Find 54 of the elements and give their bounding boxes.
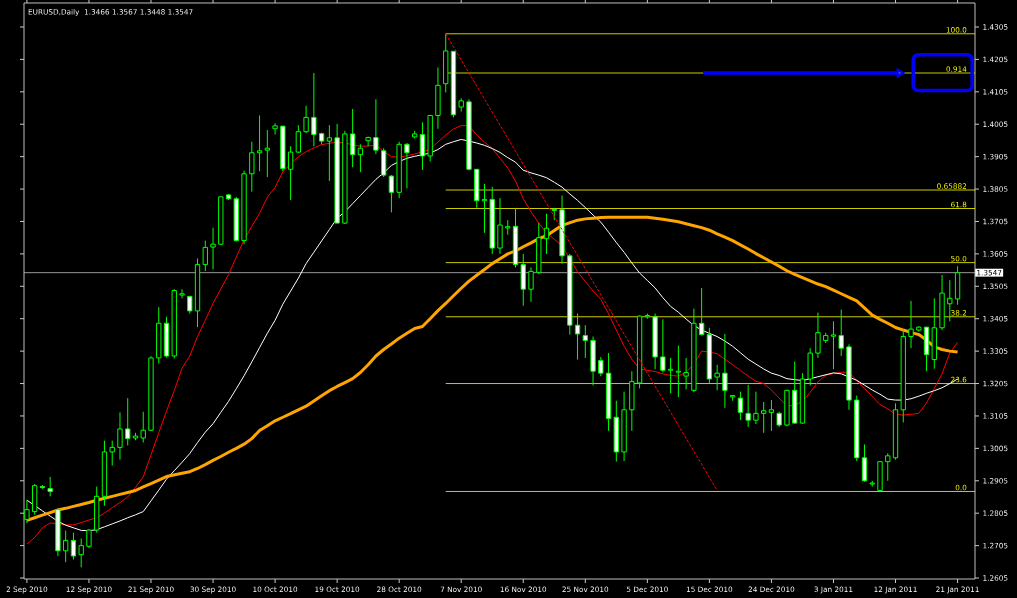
candlestick bbox=[47, 476, 53, 497]
candlestick bbox=[357, 143, 364, 173]
candlestick bbox=[109, 440, 115, 467]
candlestick bbox=[753, 391, 759, 425]
candlestick bbox=[761, 401, 767, 434]
candlestick bbox=[287, 145, 294, 201]
candlestick bbox=[582, 324, 588, 359]
candlestick bbox=[714, 364, 720, 391]
candlestick bbox=[202, 240, 208, 272]
candlestick bbox=[140, 411, 146, 444]
candlestick bbox=[63, 530, 69, 563]
candlestick bbox=[838, 309, 844, 357]
candlestick bbox=[481, 183, 488, 234]
candlestick bbox=[295, 124, 302, 154]
candlestick bbox=[349, 108, 356, 168]
candlestick bbox=[311, 72, 317, 147]
candlestick bbox=[737, 391, 744, 421]
candlestick bbox=[78, 537, 84, 568]
candlestick bbox=[125, 397, 131, 446]
candlestick bbox=[404, 142, 410, 189]
candlestick bbox=[667, 357, 674, 394]
candlestick bbox=[70, 532, 77, 561]
candlestick bbox=[861, 443, 868, 483]
candlestick bbox=[86, 528, 92, 549]
candlestick bbox=[830, 320, 837, 370]
candlestick bbox=[264, 129, 270, 178]
candlestick bbox=[885, 452, 891, 482]
candlestick bbox=[675, 345, 682, 398]
candlestick bbox=[24, 499, 30, 524]
candlestick bbox=[117, 411, 123, 461]
candlestick bbox=[326, 124, 333, 182]
candlestick bbox=[574, 313, 581, 361]
candlestick bbox=[768, 399, 775, 432]
candlestick bbox=[543, 213, 550, 255]
candlestick bbox=[683, 357, 689, 390]
candlestick bbox=[815, 312, 821, 359]
candlestick bbox=[698, 287, 705, 337]
candlestick bbox=[745, 384, 751, 428]
candlestick bbox=[249, 141, 255, 193]
candlestick bbox=[303, 105, 309, 134]
candlestick bbox=[497, 197, 503, 255]
candlestick bbox=[210, 227, 216, 270]
candlestick bbox=[660, 318, 666, 374]
candlestick bbox=[947, 279, 953, 322]
candlestick bbox=[272, 122, 278, 136]
candlestick bbox=[722, 333, 728, 409]
candlestick bbox=[908, 300, 914, 349]
candlestick bbox=[528, 267, 534, 303]
candlestick bbox=[256, 114, 263, 172]
candlestick bbox=[388, 174, 395, 213]
candlestick bbox=[373, 98, 379, 155]
candlestick bbox=[365, 136, 371, 147]
candlestick bbox=[598, 356, 604, 377]
candlestick bbox=[179, 288, 185, 299]
